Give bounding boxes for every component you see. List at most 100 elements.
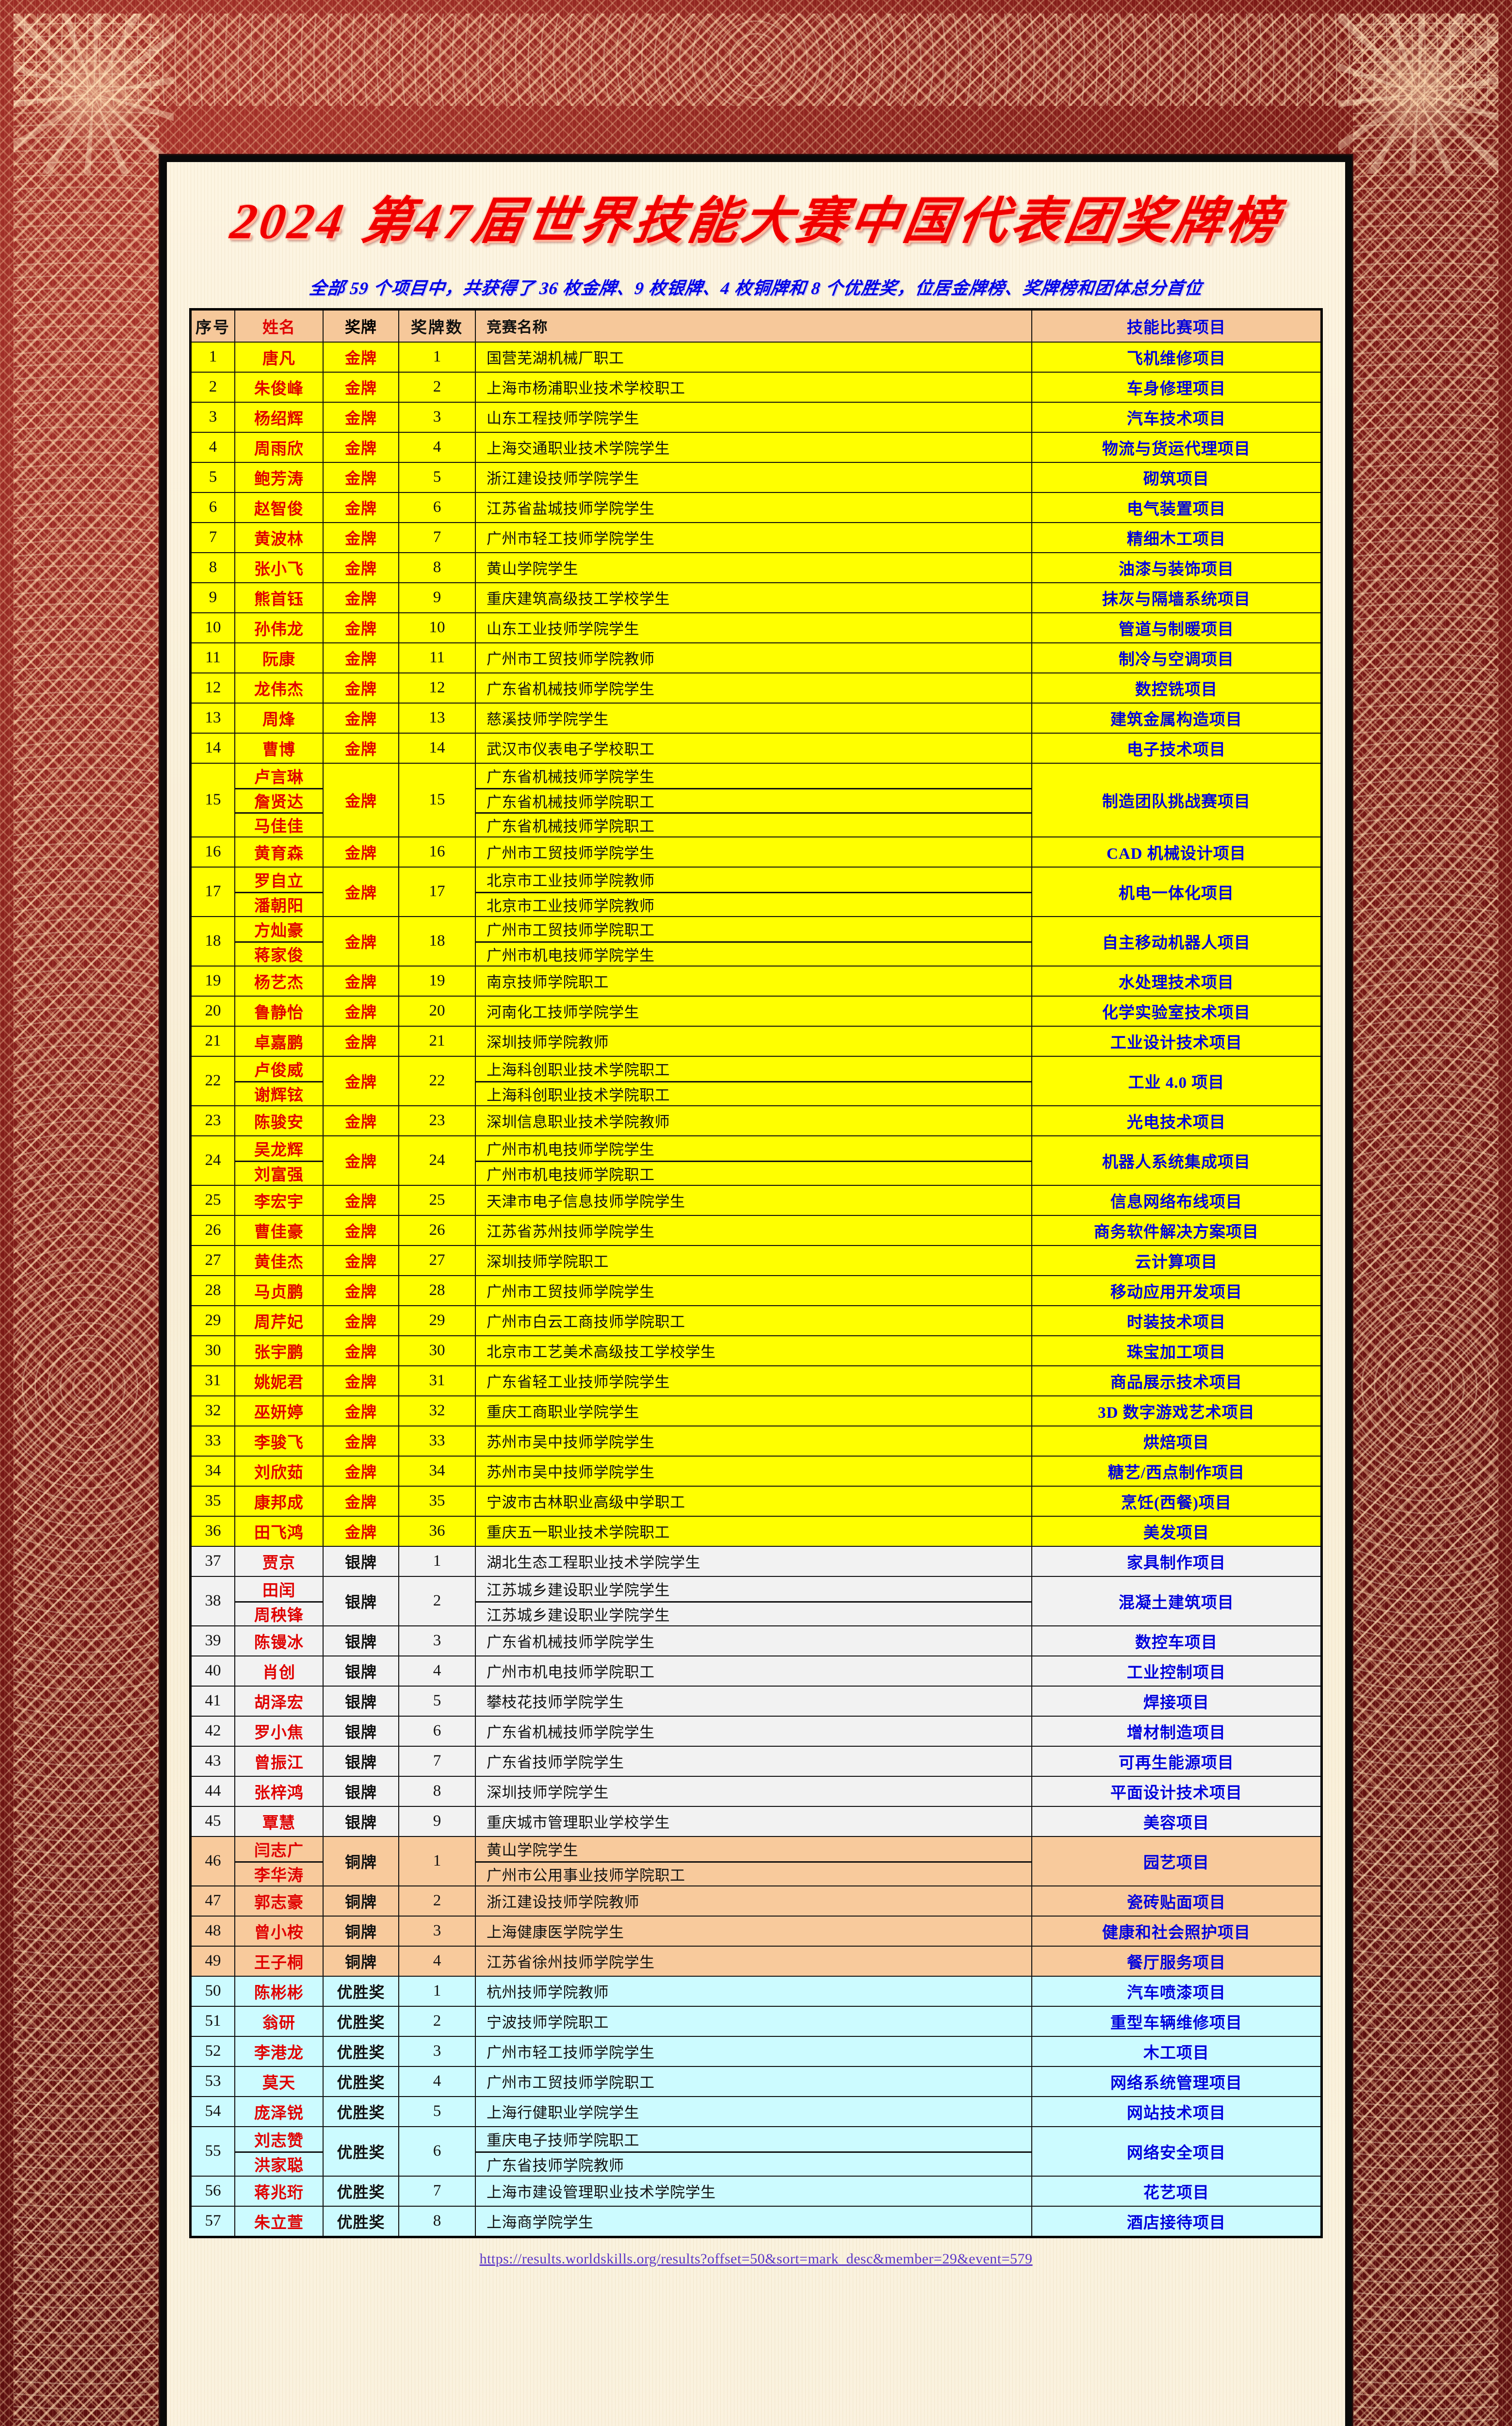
organization: 北京市工艺美术高级技工学校学生 — [475, 1335, 1032, 1366]
medal-type: 金牌 — [323, 965, 399, 997]
medal-count: 28 — [398, 1275, 476, 1306]
athlete-name: 张宇鹏 — [234, 1335, 324, 1366]
row-index: 4 — [190, 431, 235, 463]
skill-project: 精细木工项目 — [1031, 522, 1322, 553]
row-index: 23 — [190, 1105, 235, 1136]
organization-item: 广州市工贸技师学院职工 — [487, 922, 655, 939]
medal-type: 银牌 — [323, 1745, 399, 1777]
medal-type: 金牌 — [323, 1184, 399, 1216]
skill-project: 重型车辆维修项目 — [1031, 2005, 1322, 2037]
organization: 武汉市仪表电子学校职工 — [475, 732, 1032, 764]
row-index: 55 — [190, 2126, 235, 2177]
medal-count: 17 — [398, 866, 476, 917]
table-row: 22 卢俊威 谢辉铉 金牌 22 上海科创职业技术学院职工 上海科创职业技术学院职工 工业 4… — [190, 1055, 1322, 1106]
athlete-name: 郭志豪 — [234, 1885, 324, 1917]
medal-count: 15 — [398, 762, 476, 837]
medal-type: 金牌 — [323, 461, 399, 493]
medal-type: 银牌 — [323, 1685, 399, 1717]
organization: 重庆电子技师学院职工 广东省技师学院教师 — [475, 2126, 1032, 2177]
table-header: 序号 姓名 奖牌 奖牌数 竞赛名称 技能比赛项目 — [190, 309, 1322, 343]
col-header-medal-count: 奖牌数 — [398, 309, 476, 343]
organization: 黄山学院学生 — [475, 552, 1032, 583]
athlete-name-item: 洪家聪 — [235, 2151, 323, 2176]
athlete-name: 卢俊威 谢辉铉 — [234, 1055, 324, 1106]
medal-count: 1 — [398, 1545, 476, 1577]
table-row: 21 卓嘉鹏 金牌 21 深圳技师学院教师 工业设计技术项目 — [190, 1025, 1322, 1057]
medal-count: 2 — [398, 1885, 476, 1917]
organization: 广东省技师学院学生 — [475, 1745, 1032, 1777]
ornate-corner-top-right-icon — [1338, 14, 1498, 174]
row-index: 48 — [190, 1915, 235, 1947]
athlete-name: 曾小桉 — [234, 1915, 324, 1947]
medal-count: 23 — [398, 1105, 476, 1136]
athlete-name-item: 潘朝阳 — [235, 891, 323, 916]
skill-project: 增材制造项目 — [1031, 1715, 1322, 1747]
row-index: 37 — [190, 1545, 235, 1577]
table-row: 18 方灿豪 蒋家俊 金牌 18 广州市工贸技师学院职工 广州市机电技师学院学生 自主移动机器… — [190, 916, 1322, 967]
organization: 江苏省盐城技师学院学生 — [475, 492, 1032, 523]
athlete-name: 黄育森 — [234, 836, 324, 868]
skill-project: 瓷砖贴面项目 — [1031, 1885, 1322, 1917]
medal-count: 1 — [398, 1836, 476, 1886]
row-index: 1 — [190, 341, 235, 373]
row-index: 52 — [190, 2035, 235, 2067]
organization: 广东省机械技师学院学生 — [475, 1715, 1032, 1747]
medal-type: 金牌 — [323, 1245, 399, 1276]
row-index: 20 — [190, 995, 235, 1027]
medal-count: 36 — [398, 1515, 476, 1547]
medal-type: 金牌 — [323, 1214, 399, 1246]
skill-project: 木工项目 — [1031, 2035, 1322, 2067]
athlete-name: 黄佳杰 — [234, 1245, 324, 1276]
athlete-name: 蒋兆珩 — [234, 2175, 324, 2207]
table-row: 33 李骏飞 金牌 33 苏州市吴中技师学院学生 烘焙项目 — [190, 1425, 1322, 1457]
organization: 深圳技师学院职工 — [475, 1245, 1032, 1276]
medal-count: 1 — [398, 341, 476, 373]
skill-project: 工业控制项目 — [1031, 1655, 1322, 1687]
medal-type: 金牌 — [323, 1485, 399, 1517]
skill-project: 美容项目 — [1031, 1805, 1322, 1837]
athlete-name: 杨艺杰 — [234, 965, 324, 997]
table-row: 9 熊首钰 金牌 9 重庆建筑高级技工学校学生 抹灰与隔墙系统项目 — [190, 582, 1322, 613]
skill-project: 商务软件解决方案项目 — [1031, 1214, 1322, 1246]
table-body: 1 唐凡 金牌 1 国营芜湖机械厂职工 飞机维修项目 2 朱俊峰 金牌 2 上海市杨浦职业技术学校职… — [190, 341, 1322, 2238]
row-index: 22 — [190, 1055, 235, 1106]
organization: 苏州市吴中技师学院学生 — [475, 1425, 1032, 1457]
skill-project: 餐厅服务项目 — [1031, 1945, 1322, 1977]
athlete-name: 姚妮君 — [234, 1365, 324, 1396]
medal-type: 金牌 — [323, 1135, 399, 1186]
table-row: 41 胡泽宏 银牌 5 攀枝花技师学院学生 焊接项目 — [190, 1685, 1322, 1717]
table-row: 48 曾小桉 铜牌 3 上海健康医学院学生 健康和社会照护项目 — [190, 1915, 1322, 1947]
athlete-name: 覃慧 — [234, 1805, 324, 1837]
organization: 上海商学院学生 — [475, 2205, 1032, 2238]
medal-count: 24 — [398, 1135, 476, 1186]
row-index: 12 — [190, 672, 235, 704]
row-index: 45 — [190, 1805, 235, 1837]
medal-type: 银牌 — [323, 1805, 399, 1837]
athlete-name: 李骏飞 — [234, 1425, 324, 1457]
athlete-name: 张小飞 — [234, 552, 324, 583]
medal-type: 金牌 — [323, 552, 399, 583]
row-index: 11 — [190, 642, 235, 673]
medal-table: 序号 姓名 奖牌 奖牌数 竞赛名称 技能比赛项目 1 唐凡 金牌 1 国营芜湖机械厂职工… — [189, 308, 1323, 2238]
table-row: 26 曹佳豪 金牌 26 江苏省苏州技师学院学生 商务软件解决方案项目 — [190, 1214, 1322, 1246]
skill-project: 光电技术项目 — [1031, 1105, 1322, 1136]
medal-count: 32 — [398, 1395, 476, 1426]
athlete-name: 曹佳豪 — [234, 1214, 324, 1246]
medal-type: 金牌 — [323, 1395, 399, 1426]
page-title: 2024 第47届世界技能大赛中国代表团奖牌榜 — [227, 194, 1285, 249]
source-url-link[interactable]: https://results.worldskills.org/results?… — [479, 2250, 1033, 2267]
medal-type: 优胜奖 — [323, 1975, 399, 2007]
table-row: 30 张宇鹏 金牌 30 北京市工艺美术高级技工学校学生 珠宝加工项目 — [190, 1335, 1322, 1366]
table-row: 32 巫妍婷 金牌 32 重庆工商职业学院学生 3D 数字游戏艺术项目 — [190, 1395, 1322, 1426]
skill-project: 烹饪(西餐)项目 — [1031, 1485, 1322, 1517]
skill-project: 混凝土建筑项目 — [1031, 1575, 1322, 1626]
ornate-border-left — [14, 14, 159, 2426]
skill-project: 珠宝加工项目 — [1031, 1335, 1322, 1366]
organization-item: 广东省机械技师学院学生 — [487, 769, 655, 786]
athlete-name: 陈镘冰 — [234, 1625, 324, 1656]
table-row: 25 李宏宇 金牌 25 天津市电子信息技师学院学生 信息网络布线项目 — [190, 1184, 1322, 1216]
table-row: 37 贾京 银牌 1 湖北生态工程职业技术学院学生 家具制作项目 — [190, 1545, 1322, 1577]
athlete-name: 王子桐 — [234, 1945, 324, 1977]
athlete-name: 巫妍婷 — [234, 1395, 324, 1426]
table-row: 52 李港龙 优胜奖 3 广州市轻工技师学院学生 木工项目 — [190, 2035, 1322, 2067]
